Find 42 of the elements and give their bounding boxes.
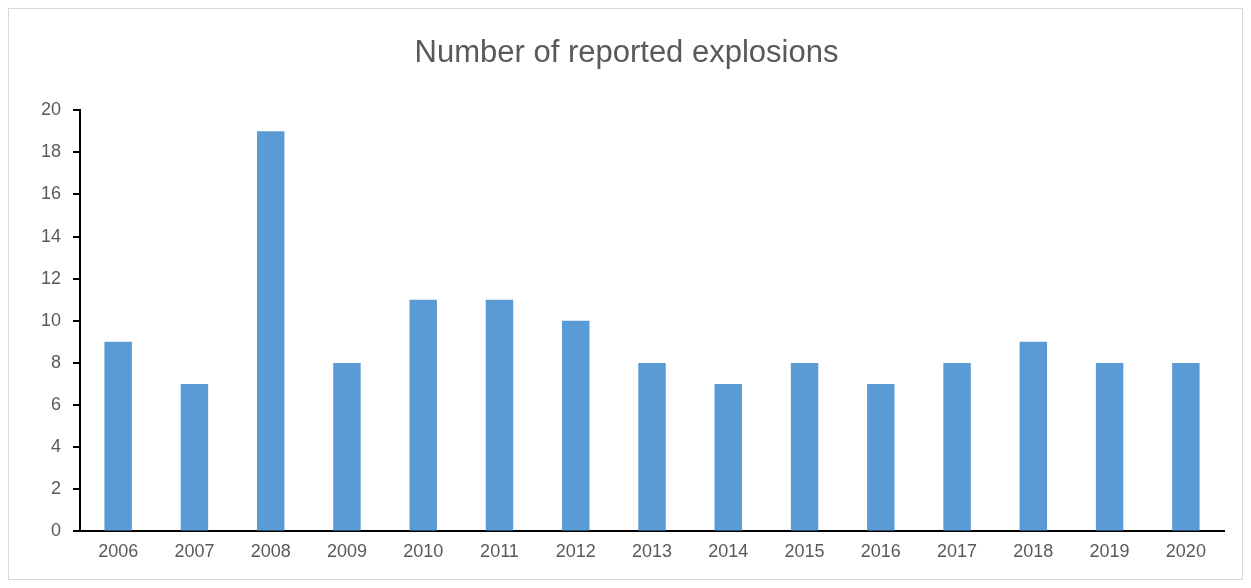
y-tick-label: 14	[40, 225, 62, 246]
x-tick-label: 2007	[174, 541, 215, 562]
y-tick-label: 18	[40, 141, 62, 162]
x-tick-label: 2018	[1013, 541, 1054, 562]
chart-title: Number of reported explosions	[414, 34, 839, 70]
y-tick-label: 12	[40, 267, 62, 288]
bar	[1019, 341, 1048, 531]
x-tick-label: 2019	[1089, 541, 1130, 562]
bar	[562, 320, 590, 531]
y-tick-label: 10	[40, 309, 62, 330]
x-tick-label: 2013	[631, 541, 673, 562]
bar	[638, 362, 666, 531]
bar	[333, 362, 361, 531]
bar	[485, 299, 514, 531]
bar	[943, 362, 971, 531]
bar	[1172, 362, 1200, 531]
bar	[1095, 362, 1124, 531]
x-tick-label: 2011	[480, 541, 519, 562]
bar	[104, 341, 132, 531]
y-tick-label: 0	[51, 520, 62, 541]
bar	[256, 131, 285, 531]
bar	[714, 383, 742, 531]
x-tick-label: 2008	[250, 541, 291, 562]
x-tick-label: 2015	[784, 541, 825, 562]
y-tick-label: 16	[40, 183, 62, 204]
bar	[790, 362, 819, 531]
y-tick-label: 8	[51, 351, 62, 372]
y-tick-label: 2	[51, 478, 62, 499]
x-tick-label: 2010	[403, 541, 444, 562]
y-tick-label: 20	[40, 99, 62, 120]
x-tick-label: 2014	[708, 541, 749, 562]
x-tick-label: 2012	[555, 541, 596, 562]
y-tick-label: 4	[51, 436, 62, 457]
bar	[180, 383, 209, 531]
x-tick-label: 2020	[1165, 541, 1206, 562]
y-tick-label: 6	[51, 394, 62, 415]
x-tick-label: 2017	[937, 541, 978, 562]
x-tick-label: 2016	[860, 541, 901, 562]
bar	[867, 383, 895, 531]
x-tick-label: 2006	[98, 541, 139, 562]
bar	[409, 299, 437, 531]
x-tick-label: 2009	[326, 541, 367, 562]
